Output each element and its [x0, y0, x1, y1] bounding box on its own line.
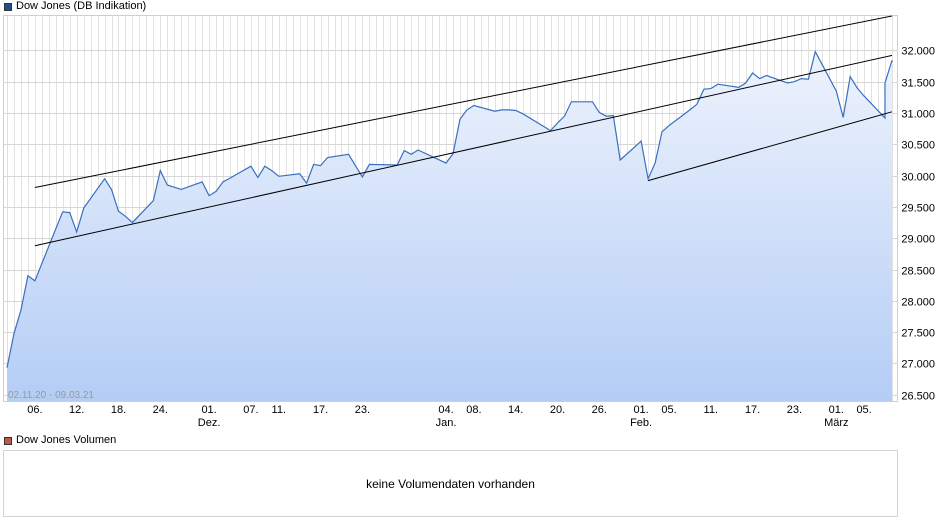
x-tick-label: 06.: [27, 404, 42, 416]
x-tick-label: 01.: [201, 404, 216, 416]
x-month-label: Dez.: [198, 417, 221, 429]
x-tick-label: 07.: [243, 404, 258, 416]
x-tick-label: 01.: [633, 404, 648, 416]
y-tick-label: 31.500: [901, 78, 935, 90]
trendline: [34, 15, 893, 188]
x-tick-label: 18.: [111, 404, 126, 416]
x-tick-label: 04.: [438, 404, 453, 416]
x-tick-label: 11.: [272, 404, 286, 416]
x-tick-label: 17.: [313, 404, 328, 416]
x-tick-label: 05.: [661, 404, 676, 416]
trendline: [647, 111, 893, 182]
trendlines: [34, 15, 893, 247]
x-month-label: Jan.: [436, 417, 457, 429]
volume-panel: keine Volumendaten vorhanden: [3, 450, 898, 517]
volume-legend-label: Dow Jones Volumen: [16, 434, 117, 446]
price-line: [6, 50, 893, 368]
x-tick-label: 14.: [508, 404, 523, 416]
y-tick-label: 31.000: [901, 109, 935, 121]
x-tick-label: 01.: [829, 404, 844, 416]
x-month-label: Feb.: [630, 417, 652, 429]
y-tick-label: 32.000: [901, 46, 935, 58]
volume-legend: Dow Jones Volumen: [4, 434, 116, 447]
x-tick-label: 12.: [69, 404, 84, 416]
x-tick-label: 17.: [745, 404, 760, 416]
y-tick-label: 30.500: [901, 140, 935, 152]
volume-legend-swatch: [4, 436, 12, 445]
date-range-label: 02.11.20 - 09.03.21: [8, 390, 94, 401]
y-tick-label: 28.000: [901, 297, 935, 309]
x-axis-ticks: 06. 12. 18. 24. 01.Dez.07. 11. 17. 23. 04.Jan.08…: [27, 404, 871, 429]
x-month-label: März: [824, 417, 848, 429]
y-tick-label: 29.500: [901, 203, 935, 215]
x-tick-label: 24.: [153, 404, 168, 416]
y-axis-ticks: 26.500 27.000 27.500 28.000 28.500 29.000 29.5…: [901, 46, 935, 403]
y-tick-label: 26.500: [901, 391, 935, 403]
price-area-fill: [7, 51, 892, 401]
price-legend-swatch: [4, 2, 12, 11]
price-chart: 26.500 27.000 27.500 28.000 28.500 29.000 29.5…: [3, 15, 935, 429]
y-tick-label: 27.000: [901, 359, 935, 371]
volume-empty-message: keine Volumendaten vorhanden: [366, 476, 535, 491]
x-tick-label: 26.: [592, 404, 607, 416]
y-tick-label: 27.500: [901, 328, 935, 340]
x-tick-label: 11.: [704, 404, 718, 416]
price-legend-label: Dow Jones (DB Indikation): [16, 0, 147, 12]
x-tick-label: 08.: [466, 404, 481, 416]
y-tick-label: 28.500: [901, 266, 935, 278]
trendline: [34, 54, 893, 247]
price-legend: Dow Jones (DB Indikation): [4, 0, 146, 13]
x-tick-label: 23.: [355, 404, 370, 416]
x-tick-label: 23.: [787, 404, 802, 416]
y-tick-label: 29.000: [901, 234, 935, 246]
y-tick-label: 30.000: [901, 172, 935, 184]
x-tick-label: 20.: [550, 404, 565, 416]
x-tick-label: 05.: [856, 404, 871, 416]
